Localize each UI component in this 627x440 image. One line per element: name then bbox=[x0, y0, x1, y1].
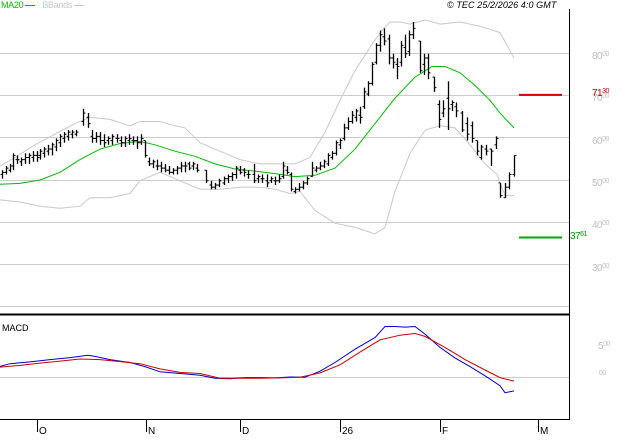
price-axis-label: 5000 bbox=[592, 178, 609, 190]
bollinger-bands bbox=[0, 19, 515, 235]
legend-bbands: BBands bbox=[42, 0, 85, 10]
time-axis-label: D bbox=[242, 426, 250, 437]
bbands-swatch-icon bbox=[74, 5, 85, 7]
price-axis-label: 7000 bbox=[592, 93, 609, 105]
time-axis-label: O bbox=[39, 426, 47, 437]
macd-axis-label: 00 bbox=[599, 370, 606, 377]
copyright-timestamp: © TEC 25/2/2026 4:0 GMT bbox=[447, 0, 557, 10]
chart-legend: MA20 BBands bbox=[1, 0, 85, 10]
ma20-swatch-icon bbox=[25, 5, 36, 7]
ma20-line bbox=[0, 66, 515, 185]
support-resistance-lines bbox=[519, 93, 562, 239]
price-axis-label: 4000 bbox=[592, 220, 609, 232]
time-axis-label: M bbox=[540, 426, 549, 437]
price-axis-label: 8000 bbox=[592, 51, 609, 62]
chart-frame bbox=[0, 9, 570, 432]
time-axis-label: N bbox=[148, 426, 156, 437]
macd-lines bbox=[0, 325, 515, 394]
price-axis-label: 6000 bbox=[592, 135, 609, 147]
time-axis-label: 26 bbox=[342, 426, 354, 437]
legend-ma20: MA20 bbox=[1, 0, 36, 10]
macd-axis-label: 500 bbox=[598, 341, 610, 352]
price-bars bbox=[0, 22, 517, 199]
price-axis-label: 3000 bbox=[592, 262, 609, 274]
macd-panel-title: MACD bbox=[2, 323, 29, 333]
resistance-level-label: 7130 bbox=[592, 87, 609, 99]
price-gridlines bbox=[0, 53, 569, 378]
support-level-label: 3761 bbox=[570, 230, 587, 242]
time-axis-label: F bbox=[442, 426, 449, 437]
